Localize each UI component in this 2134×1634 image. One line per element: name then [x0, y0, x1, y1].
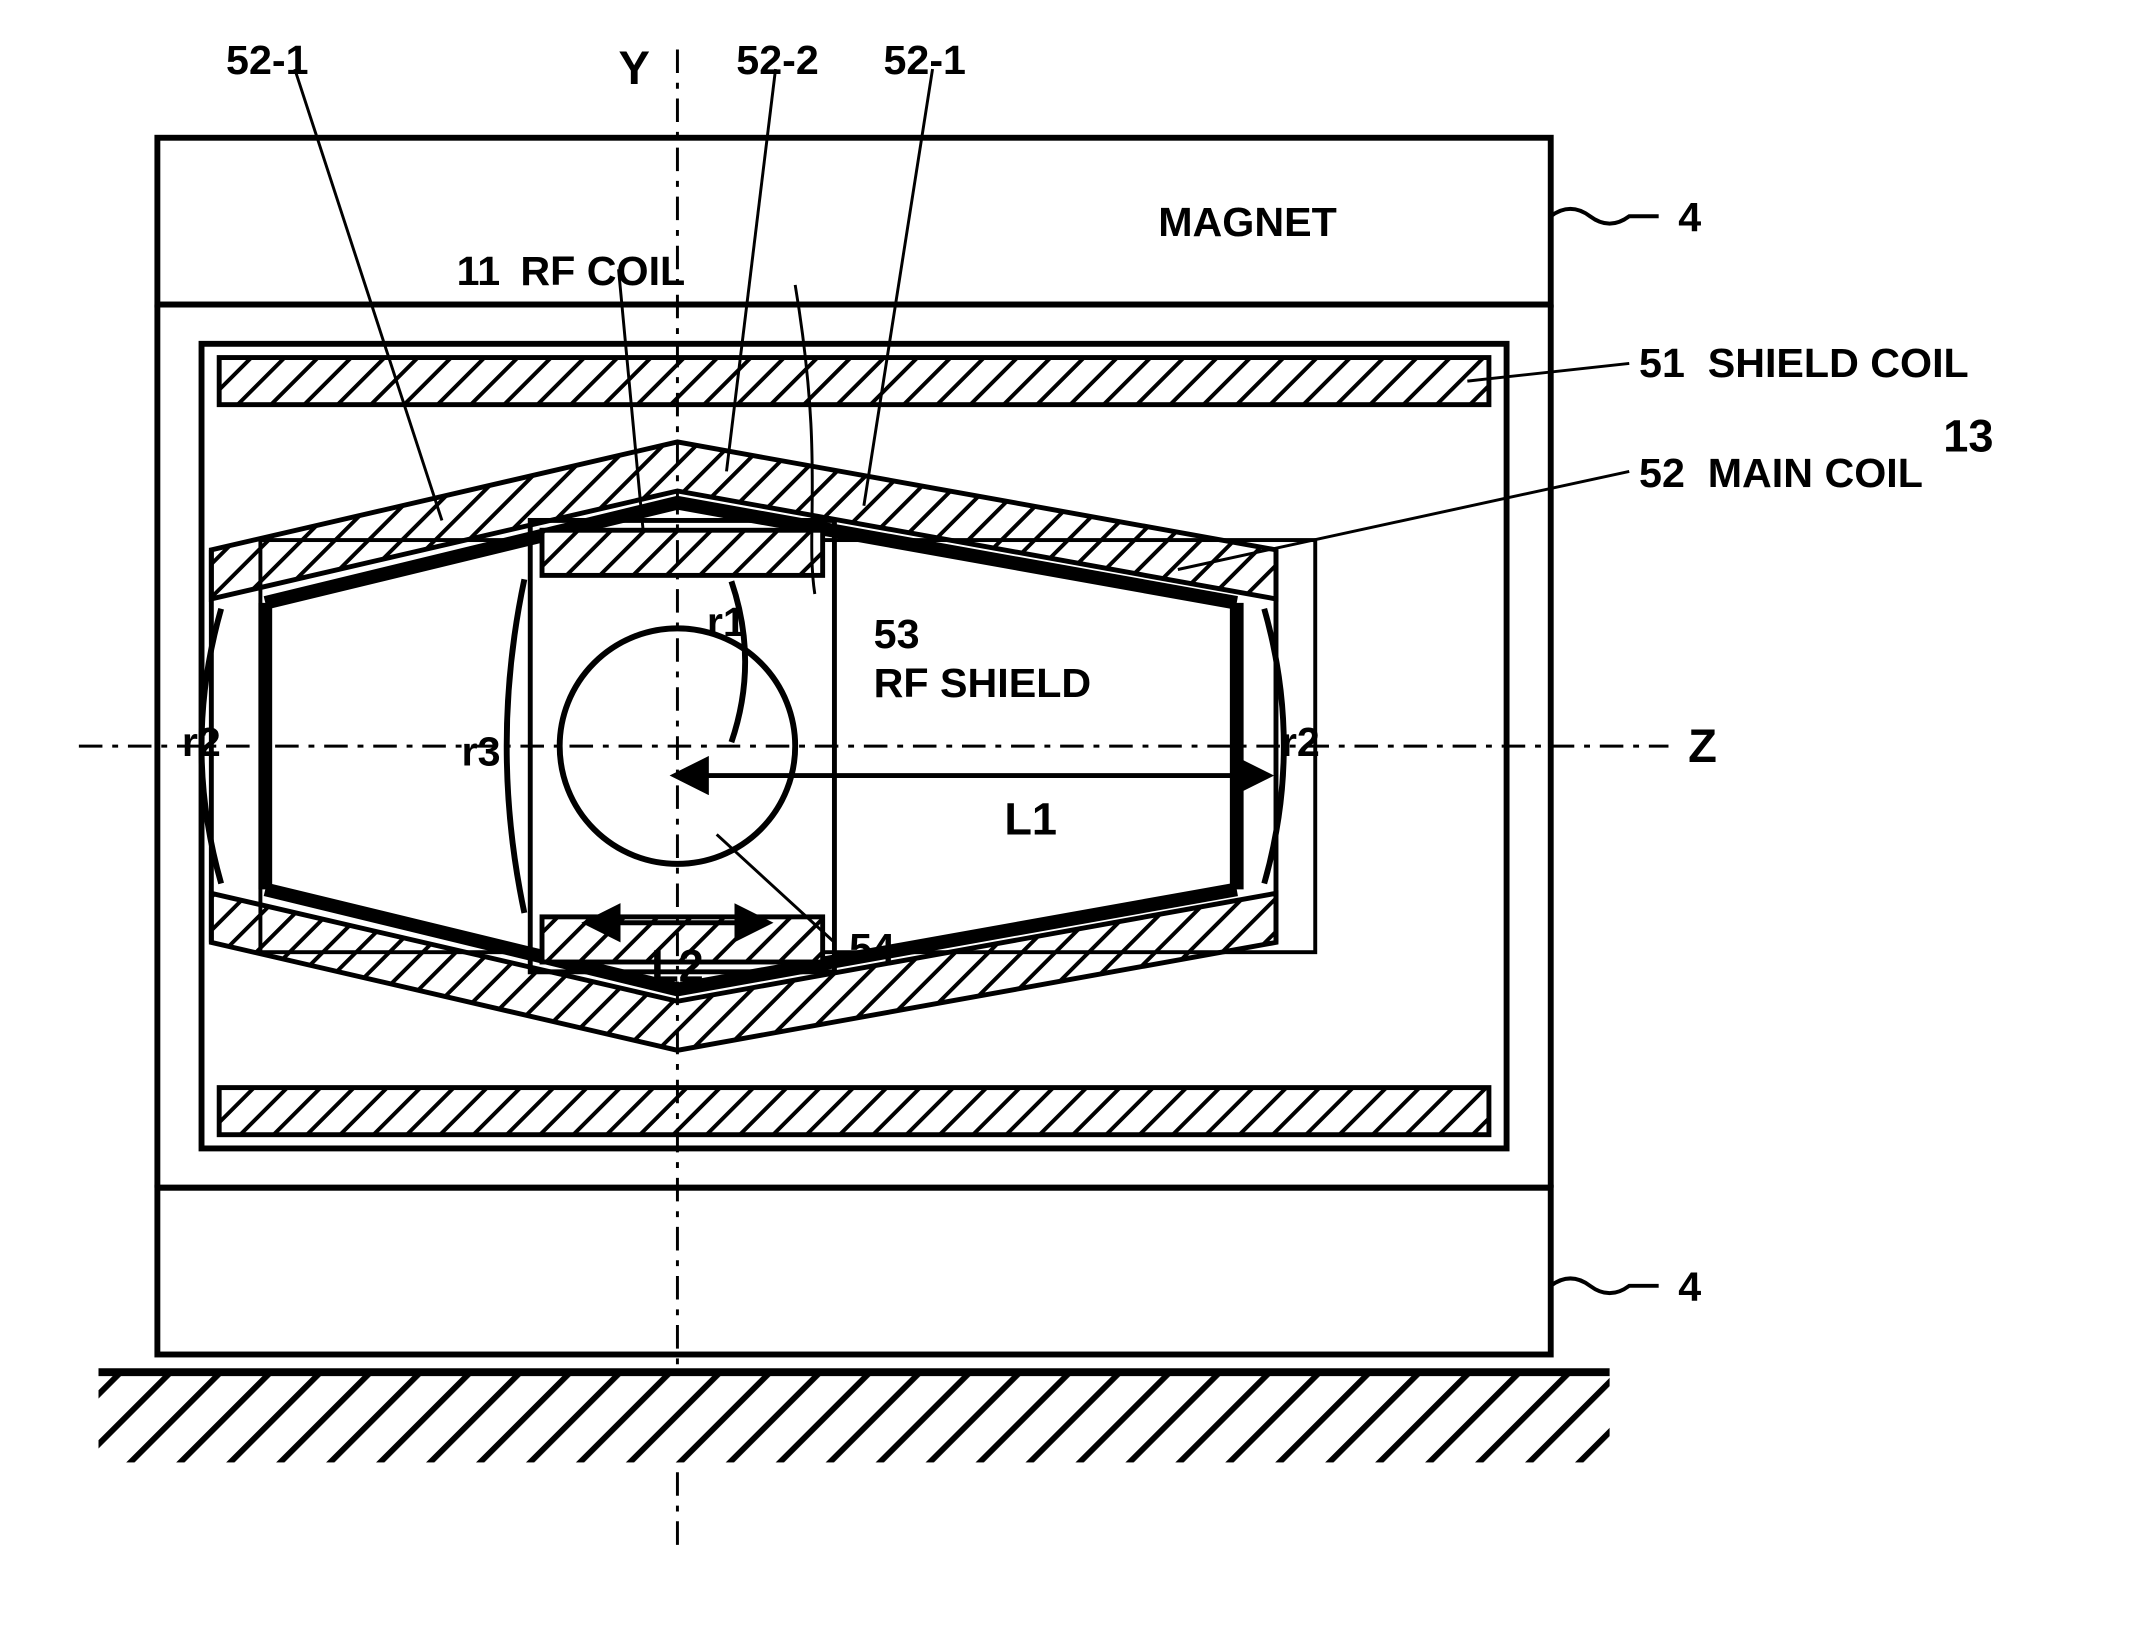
label-54: 54 [849, 925, 895, 971]
label-main-coil: MAIN COIL [1708, 450, 1923, 496]
label-r2-right: r2 [1281, 719, 1320, 765]
label-shield-coil: SHIELD COIL [1708, 340, 1969, 386]
label-r3: r3 [462, 729, 501, 775]
label-52-1-right: 52-1 [884, 37, 966, 83]
label-52: 52 [1639, 450, 1685, 496]
label-L2: L2 [651, 941, 704, 992]
label-51: 51 [1639, 340, 1685, 386]
label-53: 53 [874, 611, 920, 657]
label-4-top: 4 [1678, 194, 1701, 240]
label-4-bot: 4 [1678, 1264, 1701, 1310]
axis-z-label: Z [1688, 719, 1717, 772]
label-rf-shield: RF SHIELD [874, 660, 1091, 706]
label-13: 13 [1943, 411, 1993, 462]
label-52-2: 52-2 [736, 37, 818, 83]
label-r1: r1 [707, 599, 746, 645]
axis-y-label: Y [619, 41, 650, 94]
label-52-1-left: 52-1 [226, 37, 308, 83]
label-rf-coil: RF COIL [520, 248, 685, 294]
label-magnet: MAGNET [1158, 199, 1337, 245]
label-r2-left: r2 [182, 719, 221, 765]
label-L1: L1 [1004, 793, 1057, 844]
label-11: 11 [457, 248, 501, 294]
mri-gradient-diagram: Y Z 52-1 52-2 52-1 11 RF COIL MAGNET 4 4 51 SHIELD … [79, 37, 1994, 1551]
